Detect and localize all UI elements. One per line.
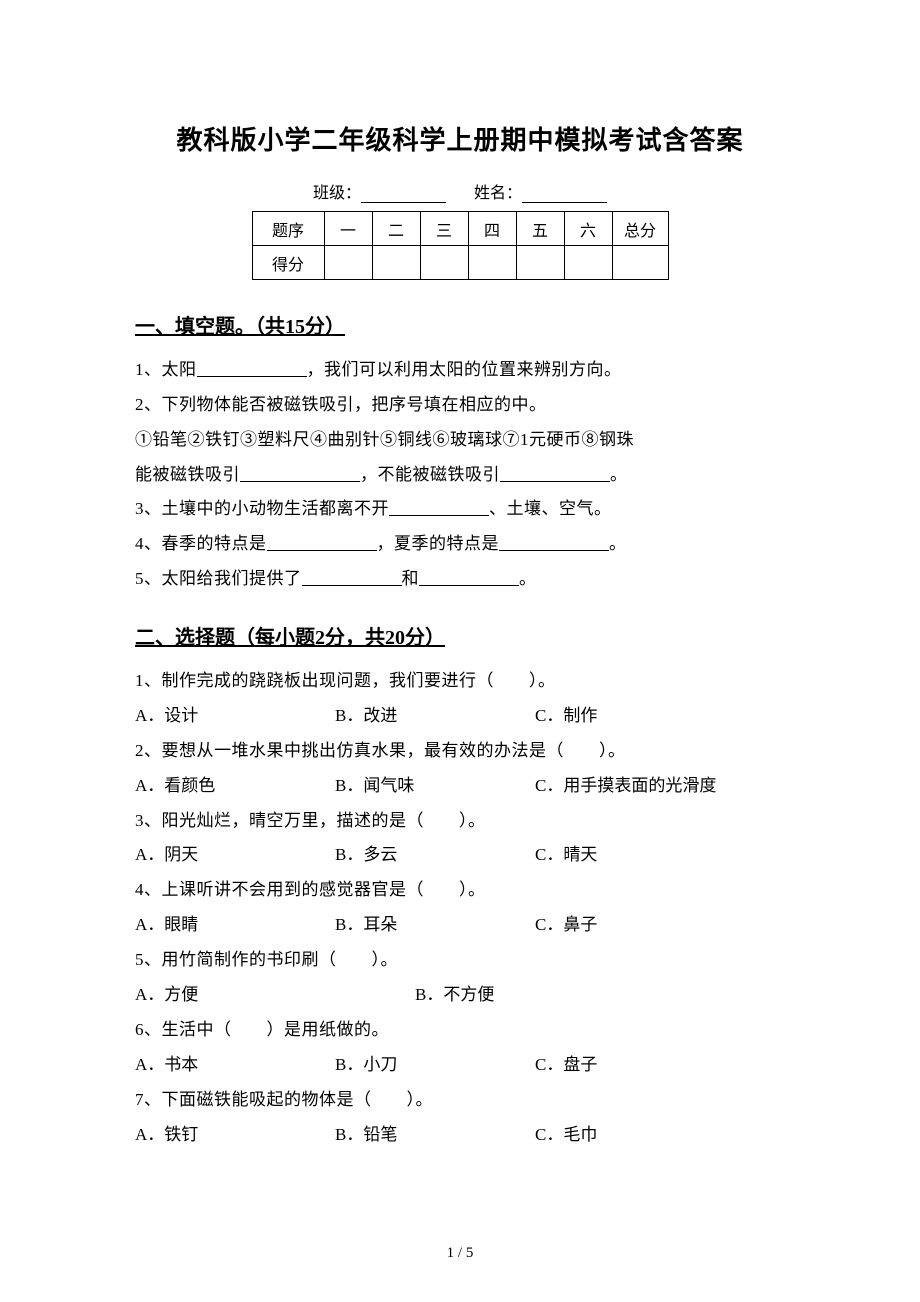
mc-options: A．铁钉 B．铅笔 C．毛巾 — [135, 1118, 785, 1153]
mc-option: B．多云 — [335, 838, 397, 873]
section1-header: 一、填空题。（共15分） — [135, 310, 785, 339]
mc-stem: 4、上课听讲不会用到的感觉器官是（ ）。 — [135, 873, 785, 908]
blank[interactable] — [267, 533, 377, 551]
q2-stem: 2、下列物体能否被磁铁吸引，把序号填在相应的中。 — [135, 388, 785, 423]
blank[interactable] — [499, 533, 609, 551]
name-label: 姓名： — [474, 185, 522, 202]
text: 、土壤、空气。 — [489, 499, 612, 518]
mc-option: C．用手摸表面的光滑度 — [535, 769, 716, 804]
mc-options: A．方便 B．不方便 — [135, 978, 785, 1013]
class-label: 班级： — [313, 185, 361, 202]
score-cell[interactable] — [372, 246, 420, 280]
total-header: 总分 — [612, 212, 668, 246]
blank[interactable] — [240, 464, 360, 482]
row-label: 得分 — [252, 246, 324, 280]
col-header: 五 — [516, 212, 564, 246]
mc-options: A．设计 B．改进 C．制作 — [135, 699, 785, 734]
table-row: 得分 — [252, 246, 668, 280]
mc-options: A．书本 B．小刀 C．盘子 — [135, 1048, 785, 1083]
mc-option: C．盘子 — [535, 1048, 597, 1083]
mc-stem: 1、制作完成的跷跷板出现问题，我们要进行（ ）。 — [135, 664, 785, 699]
col-header: 一 — [324, 212, 372, 246]
mc-stem: 7、下面磁铁能吸起的物体是（ ）。 — [135, 1083, 785, 1118]
mc-option: C．毛巾 — [535, 1118, 597, 1153]
score-table: 题序 一 二 三 四 五 六 总分 得分 — [252, 211, 669, 280]
mc-option: A．铁钉 — [135, 1118, 198, 1153]
q3: 3、土壤中的小动物生活都离不开 、土壤、空气。 — [135, 492, 785, 527]
section2-header: 二、选择题（每小题2分，共20分） — [135, 621, 785, 650]
mc-option: C．制作 — [535, 699, 597, 734]
q2-answer: 能被磁铁吸引 ，不能被磁铁吸引 。 — [135, 458, 785, 493]
blank[interactable] — [389, 498, 489, 516]
name-blank[interactable] — [522, 185, 607, 203]
page-title: 教科版小学二年级科学上册期中模拟考试含答案 — [135, 120, 785, 157]
text: 4、春季的特点是 — [135, 534, 267, 553]
blank[interactable] — [500, 464, 610, 482]
mc-option: A．设计 — [135, 699, 198, 734]
blank[interactable] — [302, 568, 402, 586]
page-number: 1 / 5 — [0, 1245, 920, 1262]
mc-option: C．晴天 — [535, 838, 597, 873]
q1: 1、太阳 ，我们可以利用太阳的位置来辨别方向。 — [135, 353, 785, 388]
mc-option: A．书本 — [135, 1048, 198, 1083]
mc-option: B．耳朵 — [335, 908, 397, 943]
mc-stem: 6、生活中（ ）是用纸做的。 — [135, 1013, 785, 1048]
text: 和 — [402, 569, 420, 588]
mc-option: A．方便 — [135, 978, 198, 1013]
mc-option: B．闻气味 — [335, 769, 414, 804]
q2-items: ①铅笔②铁钉③塑料尺④曲别针⑤铜线⑥玻璃球⑦1元硬币⑧钢珠 — [135, 423, 785, 458]
text: 3、土壤中的小动物生活都离不开 — [135, 499, 389, 518]
text: 5、太阳给我们提供了 — [135, 569, 302, 588]
mc-option: B．小刀 — [335, 1048, 397, 1083]
col-header: 四 — [468, 212, 516, 246]
text: 。 — [610, 465, 628, 484]
class-blank[interactable] — [361, 185, 446, 203]
blank[interactable] — [197, 359, 307, 377]
table-row: 题序 一 二 三 四 五 六 总分 — [252, 212, 668, 246]
row-label: 题序 — [252, 212, 324, 246]
col-header: 六 — [564, 212, 612, 246]
score-cell[interactable] — [564, 246, 612, 280]
score-cell[interactable] — [420, 246, 468, 280]
text: ，不能被磁铁吸引 — [360, 465, 500, 484]
mc-option: B．铅笔 — [335, 1118, 397, 1153]
score-cell[interactable] — [468, 246, 516, 280]
col-header: 三 — [420, 212, 468, 246]
mc-option: B．不方便 — [415, 978, 494, 1013]
score-cell[interactable] — [324, 246, 372, 280]
mc-option: A．阴天 — [135, 838, 198, 873]
mc-stem: 3、阳光灿烂，晴空万里，描述的是（ ）。 — [135, 804, 785, 839]
text: ，夏季的特点是 — [377, 534, 500, 553]
text: 。 — [609, 534, 627, 553]
score-cell[interactable] — [612, 246, 668, 280]
mc-option: B．改进 — [335, 699, 397, 734]
text: 能被磁铁吸引 — [135, 465, 240, 484]
q4: 4、春季的特点是 ，夏季的特点是 。 — [135, 527, 785, 562]
score-cell[interactable] — [516, 246, 564, 280]
blank[interactable] — [419, 568, 519, 586]
mc-option: C．鼻子 — [535, 908, 597, 943]
text: 。 — [519, 569, 537, 588]
mc-options: A．阴天 B．多云 C．晴天 — [135, 838, 785, 873]
mc-option: A．看颜色 — [135, 769, 215, 804]
col-header: 二 — [372, 212, 420, 246]
mc-options: A．看颜色 B．闻气味 C．用手摸表面的光滑度 — [135, 769, 785, 804]
mc-options: A．眼睛 B．耳朵 C．鼻子 — [135, 908, 785, 943]
mc-option: A．眼睛 — [135, 908, 198, 943]
q5: 5、太阳给我们提供了 和 。 — [135, 562, 785, 597]
text: ，我们可以利用太阳的位置来辨别方向。 — [307, 360, 622, 379]
text: 1、太阳 — [135, 360, 197, 379]
mc-stem: 2、要想从一堆水果中挑出仿真水果，最有效的办法是（ ）。 — [135, 734, 785, 769]
mc-stem: 5、用竹简制作的书印刷（ ）。 — [135, 943, 785, 978]
info-row: 班级： 姓名： — [135, 179, 785, 203]
